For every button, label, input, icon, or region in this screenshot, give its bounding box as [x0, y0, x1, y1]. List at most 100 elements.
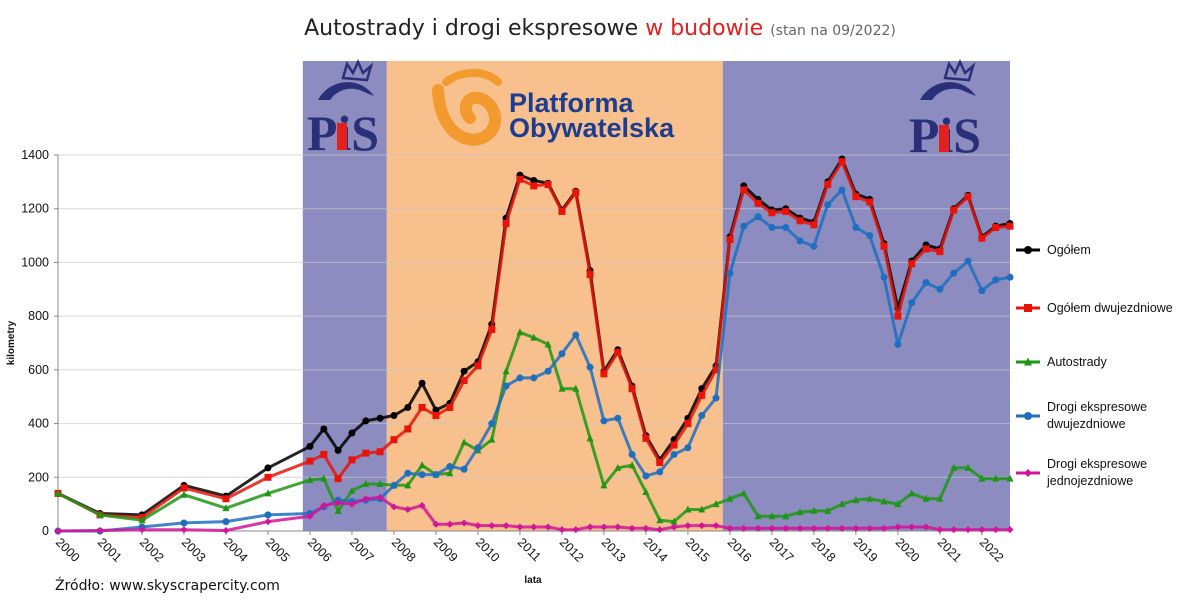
- data-point: [978, 526, 986, 534]
- data-point: [866, 524, 874, 532]
- data-point: [950, 206, 958, 214]
- data-point: [348, 500, 356, 508]
- data-point: [866, 198, 874, 206]
- data-point: [754, 199, 762, 207]
- data-point: [362, 417, 370, 425]
- legend-item: Ogółem dwujezdniowe: [1015, 288, 1197, 328]
- data-point: [796, 237, 804, 245]
- data-point: [922, 245, 930, 253]
- data-point: [628, 385, 636, 393]
- data-point: [460, 377, 468, 385]
- data-point: [54, 527, 62, 535]
- data-point: [656, 526, 664, 534]
- data-point: [1006, 526, 1014, 534]
- legend-swatch-marker: [1024, 469, 1032, 477]
- data-point: [264, 518, 272, 526]
- data-point: [992, 526, 1000, 534]
- data-point: [908, 260, 916, 268]
- data-point: [544, 367, 552, 375]
- po-emblem-icon: [432, 84, 502, 146]
- data-point: [852, 524, 860, 532]
- data-point: [362, 495, 370, 503]
- legend-item: Drogi ekspresowe dwujezdniowe: [1015, 396, 1197, 436]
- data-point: [516, 328, 524, 336]
- data-point: [362, 480, 370, 487]
- data-point: [796, 524, 804, 532]
- data-point: [782, 207, 790, 215]
- data-point: [390, 412, 398, 420]
- data-point: [334, 475, 342, 483]
- po-logo-line2: Obywatelska: [509, 113, 675, 143]
- pis-left-red-bar: [337, 123, 347, 150]
- data-point: [572, 526, 580, 534]
- data-point: [502, 382, 510, 390]
- data-point: [572, 384, 580, 392]
- data-point: [264, 473, 272, 481]
- data-point: [544, 181, 552, 189]
- data-point: [572, 331, 580, 339]
- x-tick-label: 2009: [431, 535, 461, 565]
- data-point: [628, 524, 636, 532]
- data-point: [796, 217, 804, 225]
- legend-label: Ogółem dwujezdniowe: [1047, 300, 1173, 315]
- data-point: [1006, 222, 1014, 230]
- x-tick-label: 2014: [641, 535, 671, 565]
- data-point: [586, 434, 594, 442]
- data-point: [936, 526, 944, 534]
- data-point: [712, 500, 720, 508]
- data-point: [222, 504, 230, 512]
- data-point: [530, 523, 538, 531]
- data-point: [656, 459, 664, 467]
- data-point: [306, 442, 314, 450]
- data-point: [404, 506, 412, 514]
- data-point: [740, 186, 748, 194]
- data-point: [656, 516, 664, 524]
- data-point: [348, 486, 356, 494]
- x-tick-label: 2017: [767, 535, 797, 565]
- x-tick-label: 2005: [263, 535, 293, 565]
- data-point: [180, 526, 188, 534]
- data-point: [488, 522, 496, 530]
- x-tick-label: 2015: [683, 535, 713, 565]
- data-point: [614, 463, 622, 471]
- data-point: [418, 379, 426, 387]
- pis-right-red-bar: [939, 125, 949, 152]
- data-point: [558, 384, 566, 392]
- data-point: [866, 232, 874, 240]
- data-point: [880, 273, 888, 281]
- data-point: [488, 435, 496, 443]
- data-point: [726, 269, 734, 277]
- data-point: [880, 497, 888, 505]
- legend-label: Autostrady: [1047, 354, 1107, 369]
- data-point: [768, 524, 776, 532]
- data-point: [586, 271, 594, 279]
- data-point: [726, 236, 734, 244]
- data-point: [698, 391, 706, 399]
- data-point: [460, 519, 468, 527]
- x-tick-label: 2004: [221, 535, 251, 565]
- data-point: [684, 444, 692, 452]
- y-tick-label: 200: [28, 470, 49, 484]
- data-point: [418, 501, 426, 509]
- data-point: [964, 463, 972, 471]
- data-point: [530, 177, 538, 185]
- po-logo-line1: Platforma: [509, 88, 635, 118]
- data-point: [474, 362, 482, 370]
- series: [54, 155, 1014, 535]
- data-point: [964, 193, 972, 201]
- data-point: [852, 193, 860, 201]
- data-point: [404, 403, 412, 411]
- data-point: [782, 512, 790, 520]
- data-point: [600, 370, 608, 378]
- data-point: [908, 299, 916, 307]
- data-point: [838, 500, 846, 508]
- data-point: [264, 489, 272, 497]
- data-point: [712, 522, 720, 530]
- eagle-icon: [318, 82, 374, 100]
- x-tick-label: 2020: [893, 535, 923, 565]
- data-point: [446, 469, 454, 477]
- gridlines: [58, 154, 1010, 478]
- data-point: [754, 213, 762, 221]
- data-point: [754, 512, 762, 520]
- data-point: [894, 500, 902, 508]
